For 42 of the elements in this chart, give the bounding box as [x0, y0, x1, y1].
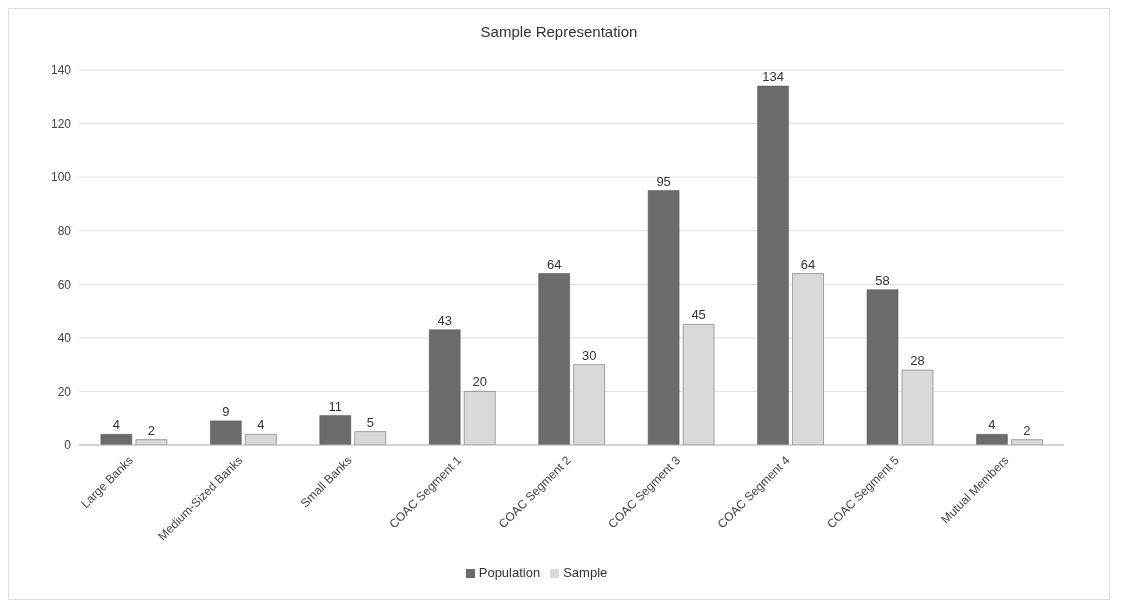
data-label: 2 — [1023, 422, 1031, 438]
bar — [976, 434, 1008, 445]
bar — [210, 420, 242, 445]
data-label: 2 — [147, 422, 156, 438]
bar — [135, 439, 168, 445]
y-tick-label: 60 — [57, 277, 72, 292]
data-label: 4 — [257, 417, 265, 433]
data-label: 30 — [581, 347, 597, 363]
y-tick-label: 40 — [57, 331, 72, 346]
bar — [757, 85, 789, 445]
bar — [354, 431, 387, 445]
bar — [100, 434, 133, 445]
data-label: 28 — [910, 353, 925, 368]
data-label: 95 — [656, 173, 671, 189]
bar — [866, 289, 899, 445]
y-tick-label: 120 — [50, 116, 72, 131]
data-label: 58 — [875, 272, 890, 288]
data-label: 43 — [437, 312, 452, 328]
y-tick-label: 0 — [64, 438, 72, 453]
data-label: 64 — [546, 256, 562, 272]
y-tick-label: 100 — [50, 170, 72, 185]
y-tick-label: 140 — [50, 63, 72, 78]
data-label: 64 — [800, 256, 816, 272]
legend-label: Population — [478, 565, 541, 580]
y-tick-label: 80 — [57, 223, 72, 238]
bar — [428, 329, 461, 445]
chart-title: Sample Representation — [479, 22, 639, 40]
data-label: 11 — [328, 398, 343, 414]
data-label: 20 — [472, 374, 487, 390]
data-label: 5 — [366, 414, 374, 430]
legend-label: Sample — [563, 565, 608, 580]
data-label: 134 — [762, 69, 784, 85]
data-label: 4 — [988, 417, 996, 433]
bar — [319, 415, 352, 445]
data-label: 9 — [222, 403, 230, 419]
data-label: 45 — [691, 307, 706, 323]
bar — [647, 190, 680, 445]
bar — [538, 273, 570, 445]
bar — [245, 434, 277, 445]
data-label: 4 — [112, 417, 121, 433]
bar — [1011, 439, 1043, 445]
y-tick-label: 20 — [57, 384, 72, 399]
